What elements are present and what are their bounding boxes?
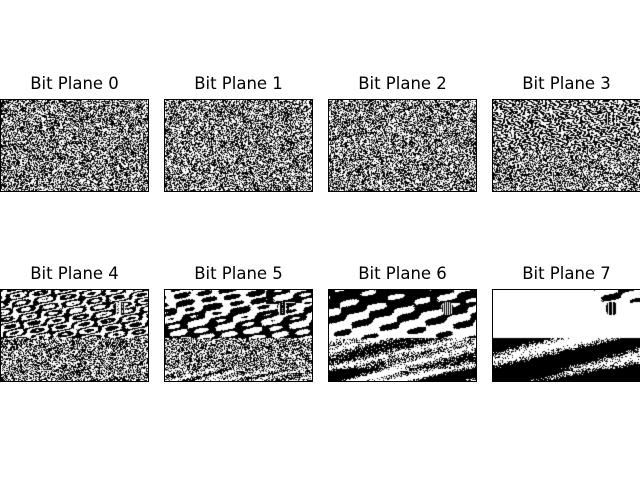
panel-title: Bit Plane 1: [194, 74, 283, 93]
bit-plane-image: [492, 99, 640, 192]
panel-title: Bit Plane 2: [358, 74, 447, 93]
panel-title: Bit Plane 4: [30, 264, 119, 283]
panel-bit-plane-5: Bit Plane 5: [164, 264, 313, 382]
bit-plane-image: [328, 99, 477, 192]
panel-title: Bit Plane 6: [358, 264, 447, 283]
panel-bit-plane-3: Bit Plane 3: [492, 74, 640, 192]
panel-bit-plane-4: Bit Plane 4: [0, 264, 149, 382]
bit-plane-image: [492, 289, 640, 382]
panel-title: Bit Plane 0: [30, 74, 119, 93]
panel-bit-plane-7: Bit Plane 7: [492, 264, 640, 382]
panel-bit-plane-1: Bit Plane 1: [164, 74, 313, 192]
panel-title: Bit Plane 3: [522, 74, 611, 93]
bit-plane-image: [0, 289, 149, 382]
bit-plane-image: [328, 289, 477, 382]
bit-plane-image: [0, 99, 149, 192]
panel-title: Bit Plane 7: [522, 264, 611, 283]
panel-bit-plane-2: Bit Plane 2: [328, 74, 477, 192]
panel-bit-plane-0: Bit Plane 0: [0, 74, 149, 192]
panel-bit-plane-6: Bit Plane 6: [328, 264, 477, 382]
panel-title: Bit Plane 5: [194, 264, 283, 283]
bit-plane-image: [164, 289, 313, 382]
bit-plane-image: [164, 99, 313, 192]
